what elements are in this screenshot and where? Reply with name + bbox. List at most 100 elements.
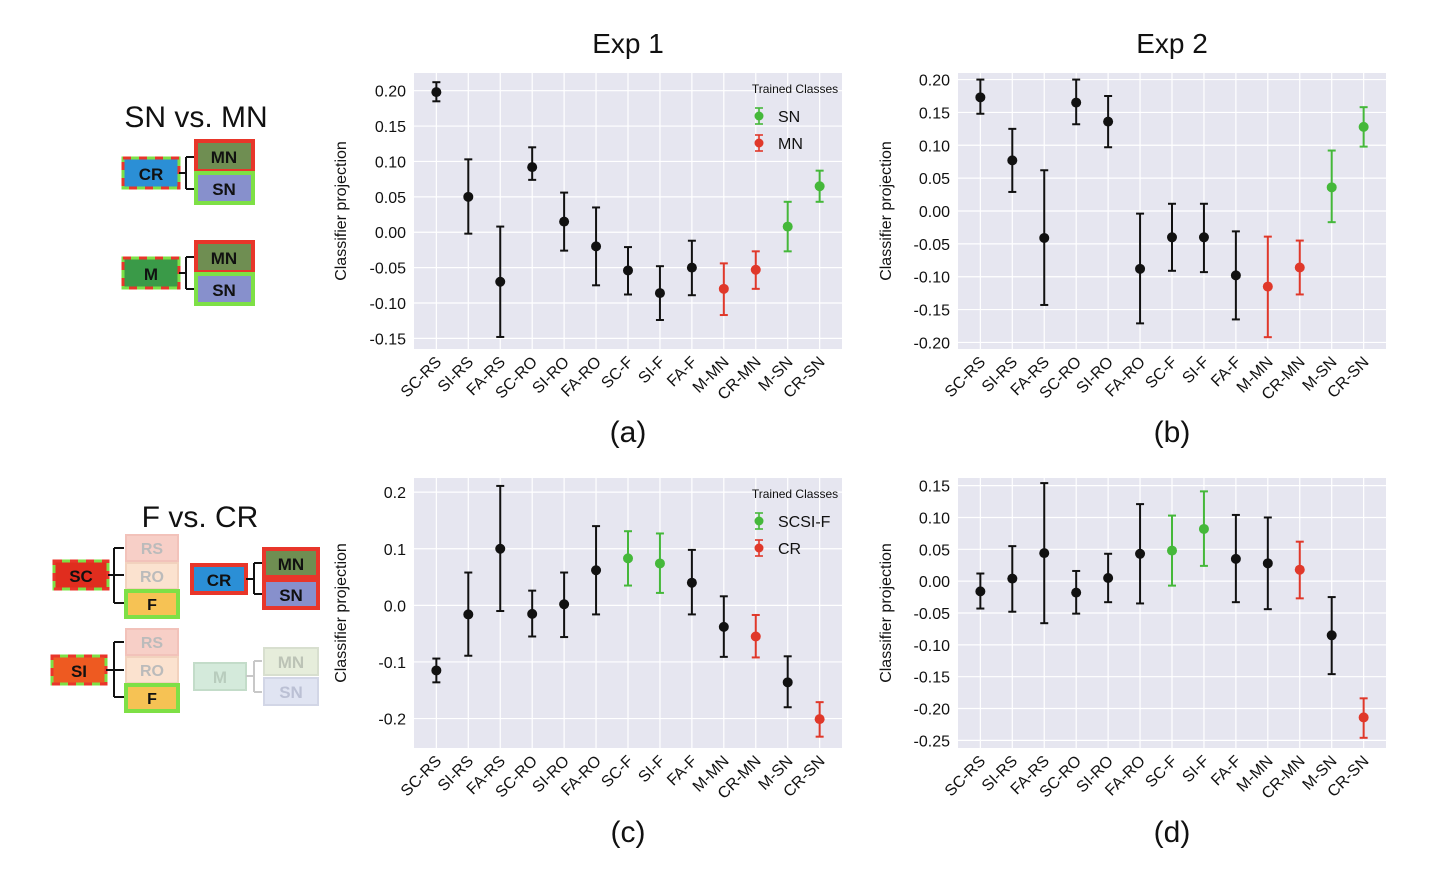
x-tick-label: SC-RS [942,354,989,401]
diagram-box-ro: RO [125,656,179,684]
y-tick-label: 0.10 [919,138,950,155]
diagram-connector [246,562,262,595]
data-point [1230,270,1241,281]
legend-label: SCSI-F [778,514,831,531]
data-point [1071,97,1082,108]
y-tick-label: -0.1 [378,655,406,672]
data-point [814,714,825,725]
diagram-label: RO [140,569,164,586]
y-tick-label: 0.05 [375,190,406,207]
legend-title: Trained Classes [752,487,838,501]
y-tick-label: 0.10 [375,154,406,171]
data-point [718,621,729,632]
diagram-box-f: F [124,683,180,713]
data-point [782,221,793,232]
y-tick-label: 0.05 [919,171,950,188]
class-diagrams: SN vs. MN CR MN SN M MN SN F vs. CR SC R… [50,101,320,713]
data-point [431,87,442,98]
y-axis-label: Classifier projection [333,141,350,281]
data-point [1039,232,1050,243]
data-point [1358,712,1369,723]
diagram-label: SI [71,662,87,681]
x-tick-label: SC-F [598,354,637,393]
y-tick-label: 0.00 [375,225,406,242]
data-point [782,677,793,688]
diagram-label: RO [140,663,164,680]
y-tick-label: -0.2 [378,712,406,729]
diagram-label: F [147,691,157,708]
x-tick-label: SC-RS [942,753,989,800]
panel-label: (a) [610,416,647,449]
diagram-label: SN [279,683,303,702]
data-point [559,216,570,227]
legend-label: SN [778,109,800,126]
data-point [975,92,986,103]
data-point [1103,116,1114,127]
y-axis-label: Classifier projection [878,141,895,281]
y-tick-label: -0.25 [914,733,951,750]
x-tick-label: SC-F [1142,753,1181,792]
x-tick-label: SC-RS [398,354,445,401]
data-point [591,241,602,252]
diagram-label: SC [69,567,93,586]
data-point [623,553,633,564]
x-tick-label: SI-F [635,354,669,388]
data-point [750,264,761,275]
chart-panel-d: 0.15 0.10 0.05 0.00 -0.05 -0.10 -0.15 -0.20 -0.2… [878,478,1386,849]
y-tick-label: -0.15 [914,670,951,687]
diagram-box-mn: MN [194,240,255,274]
data-point [1198,232,1209,243]
diagram-label: RS [141,635,164,652]
data-point [463,609,474,620]
y-tick-label: -0.05 [370,261,407,278]
data-point [1198,523,1209,534]
diagram-box-ro: RO [125,562,179,590]
data-point [1167,545,1177,556]
diagram-box-mn: MN [194,139,255,173]
data-point [1358,121,1369,132]
diagram-box-mn: MN [263,647,319,676]
data-point [1230,553,1241,564]
diagram-label: M [144,265,158,284]
chart-panel-c: 0.2 0.1 0.0 -0.1 -0.2 Classifier projection SC… [333,478,842,849]
data-point [495,543,506,554]
chart-panel-b: Exp 2 0.20 0.15 0.10 0.05 0.00 -0.05 -0.10 -0.15… [878,28,1386,449]
legend-marker [754,543,764,553]
data-point [1007,573,1018,584]
diagram-label: SN [279,586,303,605]
diagram-box-f: F [124,589,180,619]
data-point [1135,263,1146,274]
data-point [591,565,602,576]
data-point [1326,630,1337,641]
diagram-label: MN [278,653,304,672]
diagram-box-rs: RS [125,534,179,562]
diagram-box-m: M [121,256,181,290]
legend-marker [754,111,764,121]
data-point [495,276,506,287]
data-point [1007,155,1018,166]
chart-panel-a: Exp 1 0.20 0.15 0.10 0.05 0.00 -0.05 -0.10 -0.15… [333,28,842,449]
diagram-box-sn: SN [194,272,255,306]
diagram-label: RS [141,541,164,558]
y-tick-label: 0.20 [919,73,950,90]
diagram-box-sn: SN [262,578,320,610]
diagram-connector [179,156,195,190]
legend-marker [754,516,764,526]
y-tick-label: -0.15 [914,303,951,320]
data-point [527,608,538,619]
data-point [1039,548,1050,559]
data-point [654,558,665,569]
diagram-label: MN [211,249,237,268]
diagram-label: MN [211,148,237,167]
x-tick-label: SC-F [598,753,637,792]
diagram-box-sn: SN [194,171,255,205]
diagram-label: CR [207,571,232,590]
data-point [1294,262,1305,273]
chart-title: Exp 2 [1136,28,1208,59]
diagram-box-sn: SN [263,677,319,706]
legend-marker [754,138,764,148]
data-point [814,181,825,192]
y-tick-label: 0.2 [384,485,406,502]
legend-label: CR [778,541,801,558]
x-tick-label: SI-F [1179,354,1213,388]
